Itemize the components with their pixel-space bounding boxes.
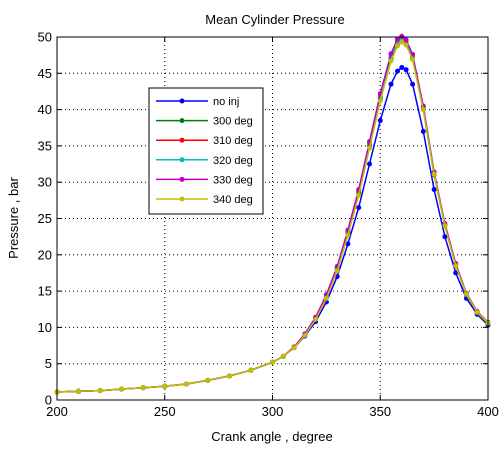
legend-marker <box>179 196 185 202</box>
data-point <box>403 67 409 73</box>
legend-label: 340 deg <box>213 194 253 206</box>
data-point <box>431 187 437 192</box>
chart-title: Mean Cylinder Pressure <box>205 12 344 27</box>
x-tick-label: 200 <box>46 404 68 419</box>
legend-label: 310 deg <box>213 135 253 147</box>
data-point <box>76 388 81 394</box>
y-tick-label: 20 <box>38 247 52 262</box>
data-point <box>403 37 409 43</box>
data-point <box>463 291 469 297</box>
y-tick-label: 10 <box>38 320 52 335</box>
data-point <box>270 359 275 365</box>
y-tick-label: 5 <box>45 356 52 371</box>
data-point <box>403 42 409 48</box>
legend-entry: 340 deg <box>156 194 253 206</box>
data-point <box>291 345 297 351</box>
y-tick-label: 40 <box>38 102 52 117</box>
legend-entry: 330 deg <box>156 174 253 186</box>
legend-marker <box>179 118 185 124</box>
legend-box <box>148 87 264 215</box>
data-point <box>356 192 362 198</box>
y-tick-label: 0 <box>45 393 52 408</box>
y-tick-label: 30 <box>38 175 52 190</box>
series-340-deg <box>54 39 491 395</box>
x-tick-label: 350 <box>369 404 391 419</box>
data-point <box>453 263 459 269</box>
legend-marker <box>179 137 185 143</box>
data-point <box>474 309 480 315</box>
legend-entry: 310 deg <box>156 135 253 147</box>
data-point <box>356 205 362 211</box>
data-point <box>226 373 232 379</box>
data-point <box>205 377 211 383</box>
data-point <box>377 118 383 123</box>
data-point <box>388 81 394 87</box>
data-point <box>97 388 103 394</box>
data-point <box>345 241 351 247</box>
legend-label: 300 deg <box>213 116 253 128</box>
data-point <box>431 171 437 177</box>
data-point <box>399 65 405 70</box>
data-point <box>367 145 372 151</box>
legend-marker <box>179 157 185 163</box>
data-point <box>395 36 400 42</box>
data-point <box>388 51 394 57</box>
data-point <box>162 383 168 389</box>
data-point <box>323 295 329 301</box>
legend-label: 330 deg <box>213 174 253 186</box>
data-point <box>183 381 189 387</box>
legend-entry: 320 deg <box>156 155 253 167</box>
legend-label: 320 deg <box>213 155 253 167</box>
legend-entry: 300 deg <box>156 116 253 128</box>
y-tick-label: 45 <box>38 66 52 81</box>
y-tick-label: 35 <box>38 138 52 153</box>
legend-marker <box>179 176 185 182</box>
x-axis-label: Crank angle , degree <box>211 429 332 444</box>
data-point <box>410 57 416 62</box>
data-point <box>388 58 394 64</box>
legend-marker <box>179 98 185 104</box>
data-point <box>248 367 254 373</box>
legend-entry: no inj <box>156 96 239 108</box>
x-tick-label: 300 <box>262 404 284 419</box>
legend-label: no inj <box>213 96 239 108</box>
data-point <box>410 81 416 87</box>
data-point <box>442 234 448 240</box>
x-tick-label: 250 <box>154 404 176 419</box>
data-point <box>399 39 405 45</box>
data-point <box>280 353 286 359</box>
data-point <box>302 332 308 338</box>
legend: no inj 300 deg 310 deg 320 deg 330 deg 340 de… <box>148 87 264 215</box>
y-tick-label: 25 <box>38 211 52 226</box>
y-tick-label: 50 <box>38 30 52 45</box>
data-point <box>399 33 405 39</box>
series-group <box>54 33 491 395</box>
x-tick-label: 400 <box>477 404 499 419</box>
data-point <box>313 316 319 322</box>
y-axis-label: Pressure , bar <box>6 177 21 259</box>
data-point <box>377 98 383 104</box>
data-point <box>345 232 351 238</box>
data-point <box>420 107 426 113</box>
tick-marks: 200 250 300 350 400 0 5 10 15 20 25 30 35 40 45 50 <box>38 30 499 420</box>
data-point <box>119 386 125 392</box>
data-point <box>420 128 426 134</box>
y-tick-label: 15 <box>38 284 52 299</box>
data-point <box>395 43 400 49</box>
data-point <box>334 268 340 274</box>
data-point <box>395 68 400 74</box>
data-point <box>367 161 372 167</box>
data-point <box>442 223 448 229</box>
data-point <box>140 385 146 391</box>
